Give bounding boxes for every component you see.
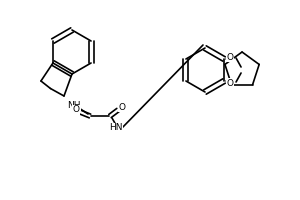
Text: HN: HN <box>109 123 123 132</box>
Text: O: O <box>226 52 234 62</box>
Text: NH: NH <box>67 102 81 110</box>
Text: O: O <box>118 102 125 112</box>
Text: O: O <box>226 79 234 88</box>
Text: O: O <box>73 106 80 114</box>
